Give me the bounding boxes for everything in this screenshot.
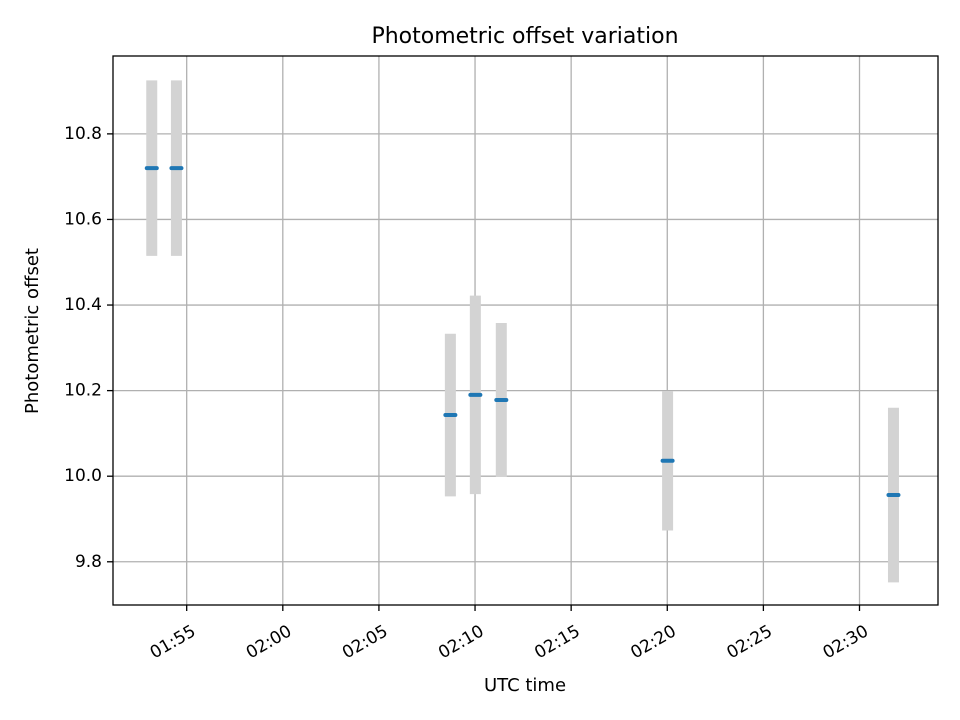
data-points: [144, 166, 901, 498]
x-axis-title: UTC time: [484, 675, 566, 696]
y-tick-label: 10.4: [64, 295, 102, 315]
y-tick-label: 9.8: [75, 552, 102, 572]
y-tick-label: 10.2: [64, 381, 102, 401]
y-tick-label: 10.8: [64, 124, 102, 144]
y-tick-label: 10.0: [64, 466, 102, 486]
chart-title: Photometric offset variation: [371, 24, 678, 49]
y-tick-label: 10.6: [64, 209, 102, 229]
y-axis-title: Photometric offset: [22, 248, 43, 414]
plot-frame: [112, 55, 939, 606]
y-axis-ticks: 9.8 10.0 10.2 10.4 10.6 10.8: [64, 124, 113, 572]
grid-lines: [113, 56, 938, 605]
